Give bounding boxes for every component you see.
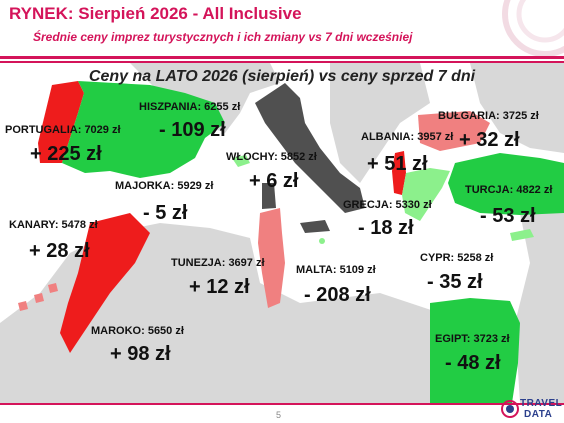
change-kanary: + 28 zł (29, 240, 90, 262)
page-number: 5 (276, 410, 282, 420)
logo-text-data: DATA (524, 409, 553, 420)
label-albania: ALBANIA: 3957 zł (361, 131, 454, 143)
label-cypr: CYPR: 5258 zł (420, 252, 494, 264)
region-wlochy-sicily (300, 220, 330, 233)
region-grecja (402, 168, 450, 221)
change-egipt: - 48 zł (445, 352, 501, 374)
change-cypr: - 35 zł (427, 271, 483, 293)
region-maroko (60, 213, 150, 353)
region-turcja (448, 153, 564, 215)
label-kanary: KANARY: 5478 zł (9, 219, 98, 231)
change-portugalia: + 225 zł (30, 143, 102, 165)
region-egipt (430, 298, 520, 403)
change-tunezja: + 12 zł (189, 276, 250, 298)
change-malta: - 208 zł (304, 284, 371, 306)
label-majorka: MAJORKA: 5929 zł (115, 180, 214, 192)
land-middle-east (515, 203, 564, 403)
change-turcja: - 53 zł (480, 205, 536, 227)
change-wlochy: + 6 zł (249, 170, 299, 192)
label-bulgaria: BUŁGARIA: 3725 zł (438, 110, 539, 122)
region-kanary (18, 283, 58, 311)
region-tunezja (258, 208, 285, 308)
label-tunezja: TUNEZJA: 3697 zł (171, 257, 265, 269)
label-portugalia: PORTUGALIA: 7029 zł (5, 124, 121, 136)
label-grecja: GRECJA: 5330 zł (343, 199, 432, 211)
land-east (470, 63, 564, 153)
map-heading: Ceny na LATO 2026 (sierpień) vs ceny spr… (88, 68, 476, 85)
change-hiszpania: - 109 zł (159, 119, 226, 141)
label-hiszpania: HISZPANIA: 6255 zł (139, 101, 241, 113)
region-majorka (232, 155, 250, 167)
header-divider (0, 56, 564, 59)
region-cypr (510, 229, 534, 241)
region-wlochy (255, 83, 365, 213)
decorative-circles (502, 0, 564, 57)
change-majorka: - 5 zł (143, 202, 188, 224)
label-egipt: EGIPT: 3723 zł (435, 333, 510, 345)
land-balkans (330, 63, 430, 183)
logo-text-travel: TRAVEL (520, 398, 563, 409)
change-albania: + 51 zł (367, 153, 428, 175)
label-maroko: MAROKO: 5650 zł (91, 325, 184, 337)
logo-icon (501, 400, 519, 418)
slide-subtitle: Średnie ceny imprez turystycznych i ich … (33, 30, 413, 44)
label-malta: MALTA: 5109 zł (296, 264, 376, 276)
region-bulgaria (418, 111, 490, 151)
change-bulgaria: + 32 zł (459, 129, 520, 151)
label-turcja: TURCJA: 4822 zł (465, 184, 553, 196)
label-wlochy: WŁOCHY: 5852 zł (226, 151, 317, 163)
region-albania (392, 151, 406, 195)
land-europe (130, 63, 280, 133)
travel-data-logo: TRAVEL DATA (500, 396, 562, 422)
region-hiszpania (62, 81, 225, 178)
slide-title: RYNEK: Sierpień 2026 - All Inclusive (9, 4, 302, 23)
region-malta (319, 238, 325, 244)
change-maroko: + 98 zł (110, 343, 171, 365)
header-divider-thin (0, 61, 564, 63)
region-wlochy-sardinia (262, 183, 276, 209)
map (0, 63, 564, 403)
footer-divider (0, 403, 564, 405)
change-grecja: - 18 zł (358, 217, 414, 239)
region-portugalia (38, 81, 84, 163)
